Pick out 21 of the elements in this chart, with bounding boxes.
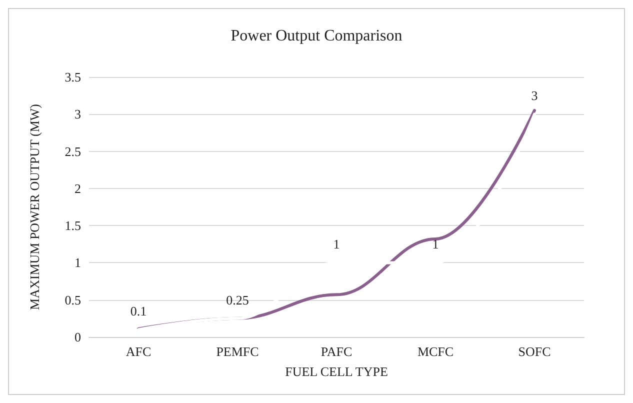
- y-tick-label: 1: [74, 255, 81, 270]
- data-label: 1: [432, 236, 439, 252]
- y-tick-label: 1.5: [64, 218, 81, 234]
- y-tick-label: 0.5: [64, 292, 81, 308]
- x-tick-label: PEMFC: [216, 344, 259, 359]
- y-tick-label: 2.5: [64, 144, 81, 159]
- data-label: 3: [531, 88, 538, 104]
- x-tick-label: PAFC: [320, 344, 352, 359]
- x-tick-label: SOFC: [518, 344, 551, 359]
- x-tick-label: MCFC: [417, 344, 454, 359]
- y-tick-label: 3: [74, 106, 81, 122]
- chart-title: Power Output Comparison: [230, 28, 402, 44]
- y-tick-label: 0: [74, 330, 81, 344]
- x-axis-title: FUEL CELL TYPE: [285, 364, 388, 379]
- data-label: 0.25: [226, 292, 249, 308]
- y-tick-label: 3.5: [64, 70, 81, 84]
- x-tick-label: AFC: [126, 344, 152, 359]
- data-label: 0.1: [130, 304, 147, 319]
- data-label: 1: [333, 236, 340, 252]
- y-tick-label: 2: [74, 180, 81, 196]
- y-axis-title: MAXIMUM POWER OUTPUT (MW): [27, 104, 42, 310]
